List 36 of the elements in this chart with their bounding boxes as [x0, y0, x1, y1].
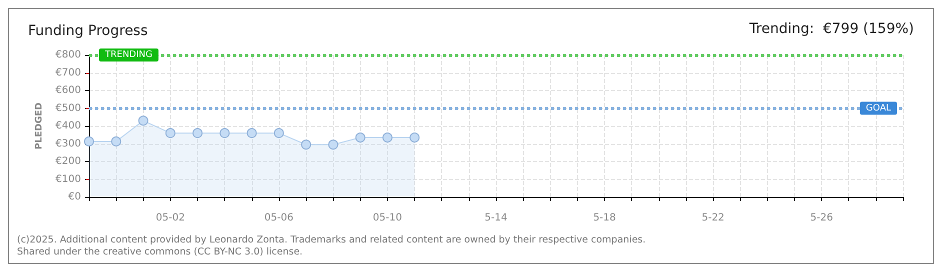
x-tick-label: 5-14 [484, 212, 508, 224]
y-tick-label: €700 [56, 67, 81, 78]
point [301, 140, 312, 150]
x-tick-label: 05-02 [156, 212, 185, 224]
point [274, 128, 284, 138]
chart-title: Funding Progress [28, 23, 148, 39]
point [355, 132, 366, 143]
y-tick-label: €0 [68, 192, 81, 202]
y-tick-label: €100 [56, 174, 81, 185]
y-tick-label: €600 [56, 85, 81, 96]
x-tick-label: 5-26 [810, 212, 833, 224]
text: Shared under the creative commons (CC BY-NC 3.0) license. [17, 246, 303, 258]
point [192, 128, 203, 138]
point [165, 128, 176, 138]
point [382, 132, 392, 143]
y-tick-label: €200 [56, 156, 81, 167]
x-tick-label: 05-06 [264, 212, 294, 224]
text: (c)2025. Additional content provided by Leonardo Zonta. Trademarks and related content are owned by their respective companies. [17, 234, 646, 246]
y-tick-label: €400 [56, 120, 81, 132]
chart-subtitle: Trending: €799 (159%) [748, 21, 914, 37]
ref-line-label: GOAL [866, 103, 891, 114]
y-tick-label: €300 [56, 138, 81, 150]
point [410, 132, 420, 143]
y-tick-label: €500 [56, 102, 81, 114]
point [246, 128, 257, 138]
point [138, 116, 148, 126]
point [328, 140, 338, 150]
point [111, 136, 122, 146]
y-axis-title: PLEDGED [34, 102, 44, 150]
x-tick-label: 05-10 [372, 212, 402, 224]
point [84, 136, 94, 146]
x-tick-label: 5-22 [702, 212, 724, 224]
point [220, 128, 230, 138]
y-tick-label: €800 [56, 50, 81, 60]
x-tick-label: 5-18 [593, 212, 616, 224]
ref-line-label: TRENDING [104, 50, 152, 60]
